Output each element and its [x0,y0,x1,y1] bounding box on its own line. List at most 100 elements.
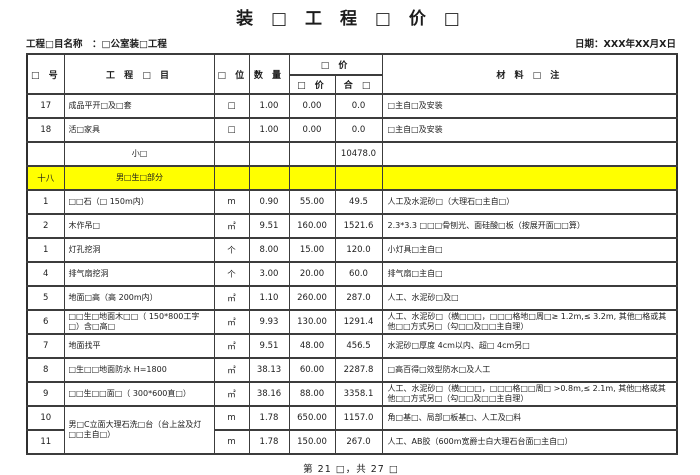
cell-unit: m [213,405,250,431]
cell-unit: □ [213,117,250,143]
cell-project: 木作吊□ [63,213,215,239]
cell-unit: ㎡ [213,333,250,359]
cell-qty: 1.78 [248,429,290,455]
table-row: 1 □□石（□ 150m内） m 0.90 55.00 49.5 人工及水泥砂□… [26,189,678,215]
table-row: 1 灯孔挖洞 个 8.00 15.00 120.0 小灯具□主自□ [26,237,678,263]
table-row: 18 活□家具 □ 1.00 0.00 0.0 □主自□及安装 [26,117,678,143]
cell-no: 8 [26,357,65,383]
cell-total: 0.0 [334,117,383,143]
cell-qty: 1.78 [248,405,290,431]
table-row: 4 排气扇挖洞 个 3.00 20.00 60.0 排气扇□主自□ [26,261,678,287]
cell-qty: 9.51 [248,213,290,239]
cell-project: 小□ [63,141,215,167]
section-row-highlighted: 十八 男□生□部分 [26,165,678,191]
cell-unit-price: 60.00 [288,357,336,383]
cell-total: 1157.0 [334,405,383,431]
header-remark: 材 料 □ 注 [381,53,678,95]
cell-project: 灯孔挖洞 [63,237,215,263]
cell-qty [248,165,290,191]
cell-total: 456.5 [334,333,383,359]
cell-remark: 人工、水泥砂□（横□□□，□□□格□□周□ >0.8m,≤ 2.1m, 其他□格… [381,381,678,407]
cell-unit: m [213,429,250,455]
cell-unit-price: 260.00 [288,285,336,311]
cell-remark [381,141,678,167]
cell-unit-price: 15.00 [288,237,336,263]
table-row: 2 木作吊□ ㎡ 9.51 160.00 1521.6 2.3*3.3 □□□骨… [26,213,678,239]
cell-unit-price: 20.00 [288,261,336,287]
header-total: 合 □ [334,74,383,95]
cell-qty: 38.13 [248,357,290,383]
cell-project: □生□□地面防水 H=1800 [63,357,215,383]
cell-remark [381,165,678,191]
header-unit: □ 位 [213,53,250,95]
cell-no: 7 [26,333,65,359]
cell-project: □□生□□面□（ 300*600直□） [63,381,215,407]
table-header: □ 号 工 程 □ 目 □ 位 数 量 □ 价 材 料 □ 注 □ 价 合 □ [26,53,678,95]
cell-remark: □高百得□效型防水□及人工 [381,357,678,383]
cell-no: 17 [26,93,65,119]
cell-qty: 9.51 [248,333,290,359]
cell-no: 4 [26,261,65,287]
header-qty: 数 量 [248,53,290,95]
cell-unit-price: 55.00 [288,189,336,215]
cell-total: 1521.6 [334,213,383,239]
cell-no: 6 [26,309,65,335]
table-row: 9 □□生□□面□（ 300*600直□） ㎡ 38.16 88.00 3358… [26,381,678,407]
cell-remark: □主自□及安装 [381,93,678,119]
cell-unit-price [288,165,336,191]
cell-qty: 0.90 [248,189,290,215]
cell-total: 267.0 [334,429,383,455]
cell-unit: ㎡ [213,213,250,239]
cell-unit: ㎡ [213,285,250,311]
cell-unit-price: 160.00 [288,213,336,239]
cell-unit-price: 650.00 [288,405,336,431]
table-row: 17 成品平开□及□套 □ 1.00 0.00 0.0 □主自□及安装 [26,93,678,119]
cell-unit: 个 [213,237,250,263]
cell-remark: 排气扇□主自□ [381,261,678,287]
cell-unit-price: 88.00 [288,381,336,407]
cell-qty: 8.00 [248,237,290,263]
cell-unit: □ [213,93,250,119]
cell-unit: ㎡ [213,381,250,407]
table-body: 17 成品平开□及□套 □ 1.00 0.00 0.0 □主自□及安装 18 活… [26,93,678,455]
cell-qty: 1.10 [248,285,290,311]
table-row: 7 地面找平 ㎡ 9.51 48.00 456.5 水泥砂□厚度 4cm以内、超… [26,333,678,359]
header-row-2: □ 价 合 □ [27,74,677,95]
header-price-group: □ 价 [288,53,383,76]
table-row: 6 □□生□地面木□□（ 150*800工字□）含□高□ ㎡ 9.93 130.… [26,309,678,335]
cell-qty [248,141,290,167]
cell-total: 3358.1 [334,381,383,407]
page-title: 装 □ 工 程 □ 价 □ [236,9,466,29]
cell-total: 60.0 [334,261,383,287]
cell-unit-price: 0.00 [288,93,336,119]
project-name-label: 工程□目名称 ：□公室装□工程 [26,39,167,50]
cell-project: 成品平开□及□套 [63,93,215,119]
quotation-table: □ 号 工 程 □ 目 □ 位 数 量 □ 价 材 料 □ 注 □ 价 合 □ … [26,53,679,455]
cell-total: 120.0 [334,237,383,263]
cell-unit: ㎡ [213,357,250,383]
cell-total: 49.5 [334,189,383,215]
table-row: 11 m 1.78 150.00 267.0 人工、AB胶（600m宽爵士白大理… [26,429,678,455]
cell-remark: 2.3*3.3 □□□骨刨光、面硅酸□板（按展开面□□算） [381,213,678,239]
cell-qty: 1.00 [248,93,290,119]
cell-unit: 个 [213,261,250,287]
cell-no: 1 [26,189,65,215]
cell-remark: 人工、水泥砂□（横□□□，□□□格地□周□≥ 1.2m,≤ 3.2m, 其他□格… [381,309,678,335]
cell-total: 1291.4 [334,309,383,335]
cell-no: 2 [26,213,65,239]
cell-project: 地面□高（高 200m内） [63,285,215,311]
cell-unit [213,141,250,167]
cell-unit-price [288,141,336,167]
cell-total: 2287.8 [334,357,383,383]
page-number: 第 21 □，共 27 □ [303,464,399,475]
cell-qty: 1.00 [248,117,290,143]
cell-project: 活□家具 [63,117,215,143]
cell-unit: ㎡ [213,309,250,335]
cell-qty: 3.00 [248,261,290,287]
cell-no: 9 [26,381,65,407]
cell-total [334,165,383,191]
cell-remark: 人工及水泥砂□（大理石□主自□） [381,189,678,215]
table-row: 8 □生□□地面防水 H=1800 ㎡ 38.13 60.00 2287.8 □… [26,357,678,383]
cell-total: 10478.0 [334,141,383,167]
